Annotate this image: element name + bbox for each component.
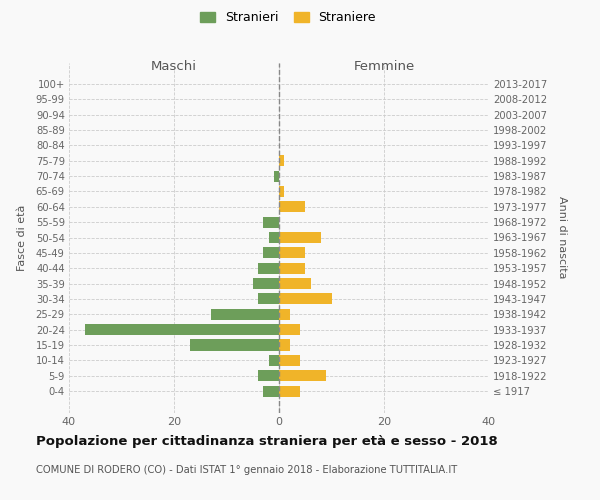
Bar <box>279 355 300 366</box>
Bar <box>279 262 305 274</box>
Bar <box>263 216 279 228</box>
Bar <box>263 386 279 396</box>
Bar <box>279 324 300 335</box>
Bar <box>279 386 300 396</box>
Text: COMUNE DI RODERO (CO) - Dati ISTAT 1° gennaio 2018 - Elaborazione TUTTITALIA.IT: COMUNE DI RODERO (CO) - Dati ISTAT 1° ge… <box>36 465 457 475</box>
Bar <box>263 248 279 258</box>
Legend: Stranieri, Straniere: Stranieri, Straniere <box>195 6 381 29</box>
Bar <box>279 232 321 243</box>
Bar <box>258 370 279 381</box>
Bar <box>190 340 279 350</box>
Bar <box>279 155 284 166</box>
Bar <box>269 232 279 243</box>
Text: Femmine: Femmine <box>353 60 415 73</box>
Bar <box>279 248 305 258</box>
Text: Popolazione per cittadinanza straniera per età e sesso - 2018: Popolazione per cittadinanza straniera p… <box>36 435 498 448</box>
Bar <box>269 355 279 366</box>
Bar <box>258 262 279 274</box>
Bar <box>258 294 279 304</box>
Bar <box>279 186 284 197</box>
Bar <box>253 278 279 289</box>
Bar <box>279 309 290 320</box>
Bar <box>279 370 326 381</box>
Bar <box>279 340 290 350</box>
Bar <box>279 294 331 304</box>
Bar <box>85 324 279 335</box>
Y-axis label: Fasce di età: Fasce di età <box>17 204 28 270</box>
Bar <box>279 202 305 212</box>
Text: Maschi: Maschi <box>151 60 197 73</box>
Y-axis label: Anni di nascita: Anni di nascita <box>557 196 567 278</box>
Bar <box>274 170 279 181</box>
Bar <box>211 309 279 320</box>
Bar <box>279 278 311 289</box>
